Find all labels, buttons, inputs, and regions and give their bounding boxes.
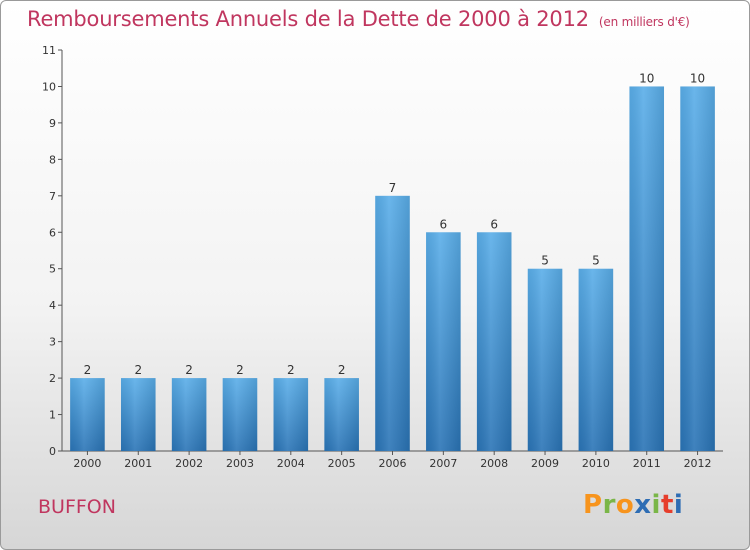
bar-shade bbox=[171, 378, 207, 451]
x-tick-label: 2000 bbox=[73, 457, 101, 470]
bar-value-label: 5 bbox=[541, 254, 549, 268]
bar-shade bbox=[476, 232, 512, 451]
brand-letter: P bbox=[583, 490, 603, 520]
y-tick-label: 3 bbox=[49, 336, 56, 349]
x-tick-label: 2001 bbox=[124, 457, 152, 470]
x-tick-label: 2007 bbox=[429, 457, 457, 470]
commune-name: BUFFON bbox=[38, 496, 116, 518]
bar-shade bbox=[629, 86, 665, 452]
x-tick-label: 2012 bbox=[684, 457, 712, 470]
y-tick-label: 7 bbox=[49, 190, 56, 203]
x-tick-label: 2004 bbox=[277, 457, 305, 470]
bar-value-label: 10 bbox=[639, 71, 654, 85]
brand-letter: r bbox=[602, 490, 616, 520]
brand-letter: x bbox=[634, 490, 652, 520]
x-tick-label: 2010 bbox=[582, 457, 610, 470]
brand-logo: Proxiti bbox=[583, 490, 683, 520]
bar-shade bbox=[527, 268, 563, 451]
y-tick-label: 8 bbox=[49, 153, 56, 166]
bar-value-label: 2 bbox=[84, 363, 92, 377]
bar-shade bbox=[222, 378, 258, 451]
chart-title-text: Remboursements Annuels de la Dette de 20… bbox=[27, 7, 589, 31]
bar-shade bbox=[578, 268, 614, 451]
bar-shade bbox=[273, 378, 309, 451]
y-tick-label: 6 bbox=[49, 226, 56, 239]
bar-shade bbox=[120, 378, 156, 451]
y-tick-label: 0 bbox=[49, 445, 56, 458]
bar-shade bbox=[324, 378, 359, 451]
bar-value-label: 6 bbox=[490, 217, 498, 231]
y-tick-label: 11 bbox=[42, 44, 56, 57]
x-tick-label: 2003 bbox=[226, 457, 254, 470]
chart-bars: 2 2 2 2 2 2 7 6 6 5 5 10 10 bbox=[70, 71, 715, 452]
x-tick-label: 2008 bbox=[480, 457, 508, 470]
x-tick-label: 2009 bbox=[531, 457, 559, 470]
bar-value-label: 6 bbox=[440, 217, 448, 231]
bar-value-label: 2 bbox=[134, 363, 142, 377]
brand-letter: t bbox=[660, 490, 674, 520]
bar-shade bbox=[70, 378, 105, 451]
bar-value-label: 5 bbox=[592, 254, 600, 268]
y-tick-label: 1 bbox=[49, 409, 56, 422]
bar-value-label: 2 bbox=[287, 363, 295, 377]
x-tick-label: 2006 bbox=[379, 457, 407, 470]
x-tick-label: 2002 bbox=[175, 457, 203, 470]
chart-title: Remboursements Annuels de la Dette de 20… bbox=[27, 7, 690, 31]
chart-axes: 0 1 2 3 4 5 6 7 8 9 10 11 2000 2001 2002 2003 2004 2005 20… bbox=[42, 44, 723, 470]
bar-value-label: 2 bbox=[338, 363, 346, 377]
brand-letter: i bbox=[651, 490, 661, 520]
chart-subtitle: (en milliers d'€) bbox=[598, 15, 690, 29]
x-tick-label: 2005 bbox=[328, 457, 356, 470]
bar-value-label: 10 bbox=[690, 71, 705, 85]
y-tick-label: 4 bbox=[49, 299, 56, 312]
brand-letter: o bbox=[615, 490, 635, 520]
brand-letter: i bbox=[673, 490, 684, 520]
bar-shade bbox=[680, 86, 715, 452]
y-tick-label: 2 bbox=[49, 372, 56, 385]
bar-shade bbox=[375, 195, 410, 451]
bar-shade bbox=[426, 232, 461, 451]
y-tick-label: 5 bbox=[49, 263, 56, 276]
bar-value-label: 2 bbox=[236, 363, 244, 377]
bar-value-label: 2 bbox=[185, 363, 193, 377]
y-tick-label: 10 bbox=[42, 80, 56, 93]
x-tick-label: 2011 bbox=[633, 457, 661, 470]
y-tick-label: 9 bbox=[49, 117, 56, 130]
bar-value-label: 7 bbox=[389, 181, 397, 195]
